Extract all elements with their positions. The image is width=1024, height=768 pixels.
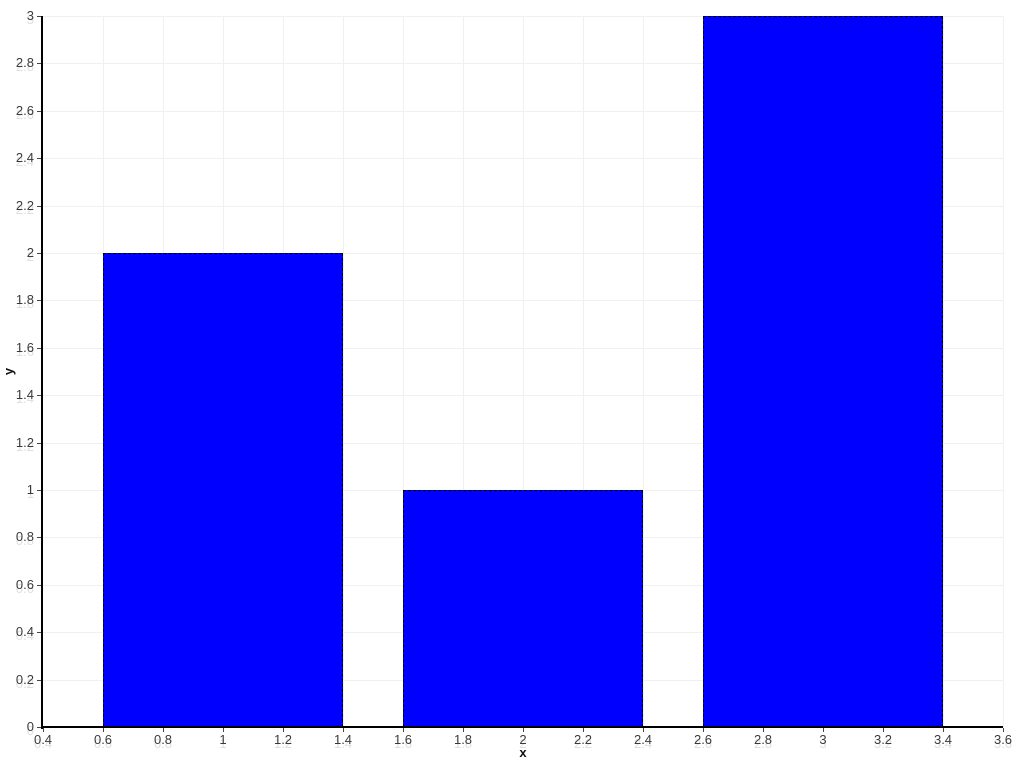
x-tick-label: 1.2 [273,732,293,747]
x-axis-title: x [519,745,527,760]
y-tick-label: 1.6 [15,340,34,355]
y-tick-label: 2.6 [15,103,34,118]
grid-line-horizontal [43,300,1003,301]
x-tick-label: 3 [819,732,827,747]
y-axis-tick [37,16,41,17]
y-axis-title: y [1,367,17,376]
grid-line-horizontal [43,395,1003,396]
y-axis-tick [37,395,41,396]
x-axis-tick [643,728,644,732]
x-axis-tick [883,728,884,732]
y-axis-tick [37,490,41,491]
x-axis-tick [343,728,344,732]
y-tick-label: 2.8 [15,55,34,70]
x-axis-tick [583,728,584,732]
x-tick-label: 0.4 [33,732,53,747]
y-tick-label: 0.2 [15,672,34,687]
y-tick-label: 2.4 [15,150,34,165]
y-axis-tick [37,348,41,349]
y-tick-label: 3 [26,8,34,23]
x-tick-label: 3.4 [933,732,953,747]
y-axis-tick [37,253,41,254]
x-axis-tick [463,728,464,732]
grid-line-vertical [403,16,404,727]
y-axis-tick [37,727,41,728]
y-axis-tick [37,443,41,444]
y-axis-tick [37,632,41,633]
y-axis-tick [37,300,41,301]
x-axis-tick [163,728,164,732]
x-tick-label: 3.2 [873,732,893,747]
y-tick-label: 1.2 [15,435,34,450]
grid-line-vertical [1003,16,1004,727]
grid-line-horizontal [43,253,1003,254]
x-tick-label: 1.6 [393,732,413,747]
y-tick-label: 0.6 [15,577,34,592]
y-tick-label: 0.4 [15,624,34,639]
x-tick-label: 0.8 [153,732,173,747]
x-axis-tick [223,728,224,732]
y-axis-tick [37,63,41,64]
y-axis-tick [37,158,41,159]
x-axis-tick [1003,728,1004,732]
grid-line-vertical [583,16,584,727]
grid-line-horizontal [43,63,1003,64]
x-axis-tick [43,728,44,732]
grid-line-horizontal [43,348,1003,349]
y-axis-line [41,16,43,729]
y-tick-label: 0.8 [15,529,34,544]
grid-line-vertical [343,16,344,727]
x-axis-tick [823,728,824,732]
y-axis-tick [37,206,41,207]
y-axis-tick [37,111,41,112]
x-tick-label: 1 [219,732,227,747]
x-tick-label: 1.4 [333,732,353,747]
x-axis-tick [943,728,944,732]
grid-line-horizontal [43,158,1003,159]
grid-line-horizontal [43,206,1003,207]
y-tick-label: 0 [26,719,34,734]
bar-x1 [103,253,343,727]
y-axis-tick [37,537,41,538]
y-tick-label: 1.8 [15,292,34,307]
grid-line-horizontal [43,16,1003,17]
grid-line-vertical [523,16,524,727]
x-tick-label: 3.6 [993,732,1013,747]
y-tick-label: 1.4 [15,387,34,402]
x-tick-label: 1.8 [453,732,473,747]
y-axis-tick [37,585,41,586]
x-axis-tick [283,728,284,732]
bar-x2 [403,490,643,727]
grid-line-vertical [643,16,644,727]
x-axis-tick [403,728,404,732]
y-axis-title-wrap: y [0,16,18,727]
grid-line-vertical [463,16,464,727]
x-tick-label: 2.6 [693,732,713,747]
grid-line-vertical [943,16,944,727]
x-tick-label: 2.8 [753,732,773,747]
x-tick-label: 0.6 [93,732,113,747]
grid-line-horizontal [43,111,1003,112]
grid-line-horizontal [43,443,1003,444]
x-axis-tick [523,728,524,732]
y-tick-label: 1 [26,482,34,497]
y-axis-tick [37,680,41,681]
x-axis-tick [103,728,104,732]
y-tick-label: 2.2 [15,198,34,213]
x-tick-label: 2 [519,732,527,747]
x-axis-line [41,726,1003,728]
x-axis-tick [703,728,704,732]
y-tick-label: 2 [26,245,34,260]
x-axis-tick [763,728,764,732]
x-tick-label: 2.4 [633,732,653,747]
x-tick-label: 2.2 [573,732,593,747]
